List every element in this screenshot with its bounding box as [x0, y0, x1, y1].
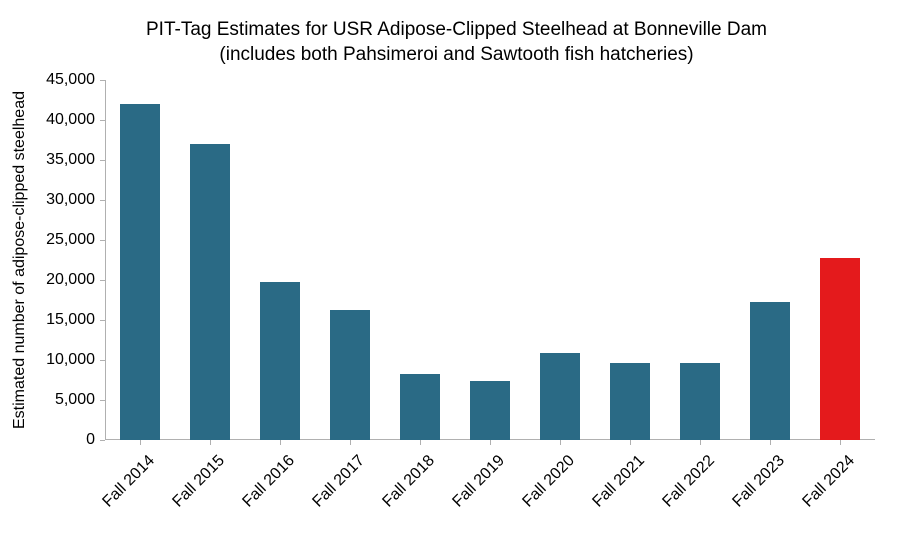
- bar: [400, 374, 441, 440]
- bar: [610, 363, 651, 440]
- x-tick-label: Fall 2021: [589, 452, 648, 511]
- bar: [750, 302, 791, 440]
- x-tick-mark: [140, 440, 141, 445]
- x-tick-label: Fall 2020: [519, 452, 578, 511]
- x-tick-mark: [350, 440, 351, 445]
- x-tick-mark: [840, 440, 841, 445]
- x-tick-mark: [770, 440, 771, 445]
- x-tick-label: Fall 2014: [99, 452, 158, 511]
- y-tick-label: 20,000: [46, 271, 105, 289]
- y-axis-line: [105, 80, 106, 440]
- y-tick-label: 35,000: [46, 151, 105, 169]
- bar: [330, 310, 371, 440]
- bar: [260, 282, 301, 440]
- y-tick-label: 15,000: [46, 311, 105, 329]
- y-tick-label: 25,000: [46, 231, 105, 249]
- plot-area: 05,00010,00015,00020,00025,00030,00035,0…: [105, 80, 875, 440]
- bar: [120, 104, 161, 440]
- y-tick-label: 40,000: [46, 111, 105, 129]
- x-tick-mark: [700, 440, 701, 445]
- y-tick-label: 30,000: [46, 191, 105, 209]
- x-tick-mark: [630, 440, 631, 445]
- y-tick-label: 0: [86, 431, 105, 449]
- x-tick-mark: [490, 440, 491, 445]
- x-tick-label: Fall 2015: [169, 452, 228, 511]
- x-tick-mark: [210, 440, 211, 445]
- x-tick-mark: [560, 440, 561, 445]
- bar-chart: PIT-Tag Estimates for USR Adipose-Clippe…: [0, 0, 913, 543]
- y-tick-label: 10,000: [46, 351, 105, 369]
- chart-title-line2: (includes both Pahsimeroi and Sawtooth f…: [219, 44, 693, 65]
- y-axis-title: Estimated number of adipose-clipped stee…: [11, 91, 29, 429]
- x-tick-label: Fall 2024: [799, 452, 858, 511]
- bar: [190, 144, 231, 440]
- bar: [820, 258, 861, 440]
- y-axis-title-container: Estimated number of adipose-clipped stee…: [10, 80, 30, 440]
- x-tick-label: Fall 2023: [729, 452, 788, 511]
- x-tick-label: Fall 2018: [379, 452, 438, 511]
- bar: [680, 363, 721, 440]
- x-tick-mark: [280, 440, 281, 445]
- chart-title: PIT-Tag Estimates for USR Adipose-Clippe…: [0, 18, 913, 67]
- chart-title-line1: PIT-Tag Estimates for USR Adipose-Clippe…: [146, 19, 767, 40]
- x-tick-label: Fall 2016: [239, 452, 298, 511]
- x-tick-label: Fall 2019: [449, 452, 508, 511]
- x-tick-label: Fall 2017: [309, 452, 368, 511]
- x-tick-label: Fall 2022: [659, 452, 718, 511]
- x-tick-mark: [420, 440, 421, 445]
- bar: [470, 381, 511, 440]
- y-tick-label: 5,000: [55, 391, 105, 409]
- y-tick-label: 45,000: [46, 71, 105, 89]
- bar: [540, 353, 581, 440]
